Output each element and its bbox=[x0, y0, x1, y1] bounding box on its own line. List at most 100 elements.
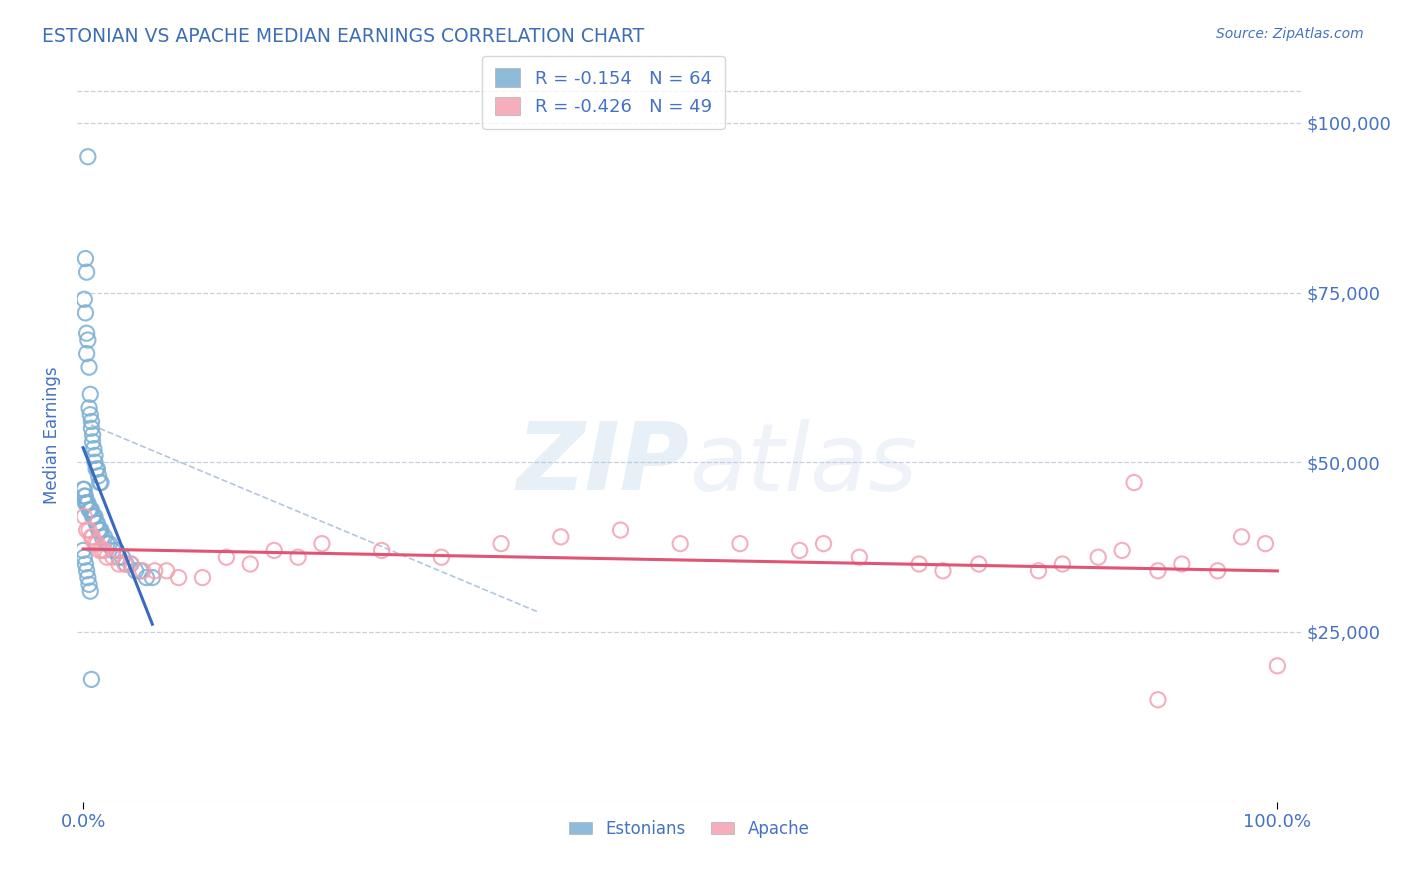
Point bbox=[191, 571, 214, 585]
Point bbox=[114, 557, 136, 571]
Point bbox=[1052, 557, 1074, 571]
Point bbox=[84, 516, 107, 531]
Point bbox=[90, 475, 112, 490]
Point bbox=[132, 564, 155, 578]
Point bbox=[77, 360, 100, 375]
Point bbox=[86, 462, 108, 476]
Point bbox=[89, 475, 111, 490]
Point bbox=[263, 543, 285, 558]
Point bbox=[80, 415, 103, 429]
Point bbox=[80, 530, 103, 544]
Text: Source: ZipAtlas.com: Source: ZipAtlas.com bbox=[1216, 27, 1364, 41]
Point bbox=[80, 421, 103, 435]
Text: ZIP: ZIP bbox=[516, 418, 689, 510]
Legend: Estonians, Apache: Estonians, Apache bbox=[562, 814, 815, 845]
Point bbox=[93, 530, 115, 544]
Point bbox=[489, 536, 512, 550]
Point bbox=[77, 577, 100, 591]
Point bbox=[83, 509, 105, 524]
Point bbox=[124, 564, 146, 578]
Point bbox=[76, 523, 98, 537]
Point bbox=[135, 571, 157, 585]
Text: atlas: atlas bbox=[689, 419, 918, 510]
Point bbox=[239, 557, 262, 571]
Point bbox=[82, 530, 104, 544]
Point bbox=[75, 306, 97, 320]
Point bbox=[167, 571, 190, 585]
Point bbox=[89, 543, 111, 558]
Point bbox=[932, 564, 955, 578]
Point bbox=[87, 523, 110, 537]
Point bbox=[1230, 530, 1253, 544]
Point bbox=[91, 543, 114, 558]
Point bbox=[79, 502, 101, 516]
Point bbox=[120, 557, 142, 571]
Point bbox=[76, 333, 98, 347]
Point bbox=[1111, 543, 1133, 558]
Point bbox=[72, 543, 94, 558]
Point bbox=[86, 516, 108, 531]
Point bbox=[76, 496, 98, 510]
Point bbox=[83, 442, 105, 456]
Point bbox=[86, 536, 108, 550]
Point bbox=[141, 571, 163, 585]
Point bbox=[669, 536, 692, 550]
Point bbox=[79, 408, 101, 422]
Point bbox=[76, 150, 98, 164]
Point bbox=[848, 550, 870, 565]
Point bbox=[84, 449, 107, 463]
Point bbox=[108, 557, 131, 571]
Point bbox=[89, 523, 111, 537]
Text: ESTONIAN VS APACHE MEDIAN EARNINGS CORRELATION CHART: ESTONIAN VS APACHE MEDIAN EARNINGS CORRE… bbox=[42, 27, 644, 45]
Point bbox=[1171, 557, 1194, 571]
Point bbox=[73, 509, 96, 524]
Point bbox=[79, 584, 101, 599]
Point bbox=[84, 455, 107, 469]
Point bbox=[108, 550, 131, 565]
Point bbox=[73, 483, 96, 497]
Point bbox=[77, 401, 100, 415]
Point bbox=[76, 564, 98, 578]
Point bbox=[370, 543, 392, 558]
Point bbox=[80, 502, 103, 516]
Point bbox=[72, 483, 94, 497]
Point bbox=[1028, 564, 1050, 578]
Point bbox=[93, 543, 115, 558]
Point bbox=[120, 557, 142, 571]
Point bbox=[1267, 658, 1289, 673]
Point bbox=[287, 550, 309, 565]
Point bbox=[550, 530, 572, 544]
Point bbox=[75, 496, 97, 510]
Point bbox=[82, 428, 104, 442]
Point bbox=[430, 550, 453, 565]
Point bbox=[79, 387, 101, 401]
Point bbox=[77, 523, 100, 537]
Point bbox=[1206, 564, 1229, 578]
Point bbox=[143, 564, 166, 578]
Point bbox=[111, 550, 134, 565]
Point bbox=[73, 293, 96, 307]
Point bbox=[101, 543, 124, 558]
Point bbox=[156, 564, 179, 578]
Point bbox=[82, 434, 104, 449]
Point bbox=[82, 509, 104, 524]
Point bbox=[1123, 475, 1146, 490]
Point bbox=[609, 523, 631, 537]
Point bbox=[75, 557, 97, 571]
Point bbox=[76, 571, 98, 585]
Point bbox=[101, 550, 124, 565]
Point bbox=[80, 673, 103, 687]
Point bbox=[73, 489, 96, 503]
Point bbox=[75, 252, 97, 266]
Point bbox=[908, 557, 931, 571]
Point bbox=[1087, 550, 1109, 565]
Point bbox=[90, 523, 112, 537]
Point bbox=[1147, 692, 1170, 706]
Point bbox=[789, 543, 811, 558]
Point bbox=[76, 265, 98, 279]
Point bbox=[76, 326, 98, 341]
Point bbox=[215, 550, 238, 565]
Point bbox=[73, 550, 96, 565]
Point bbox=[105, 543, 128, 558]
Point bbox=[967, 557, 990, 571]
